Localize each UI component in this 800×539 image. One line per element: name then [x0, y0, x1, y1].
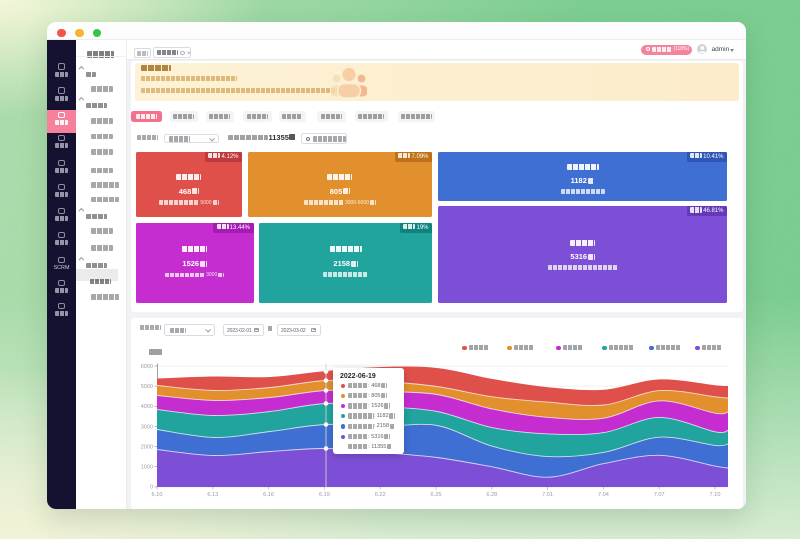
svg-text:7.07: 7.07: [654, 492, 665, 498]
svg-text:5000: 5000: [141, 383, 153, 389]
svg-text:0: 0: [150, 484, 153, 490]
svg-text:6.28: 6.28: [486, 492, 497, 498]
svg-text:2000: 2000: [141, 444, 153, 450]
svg-text:7.04: 7.04: [598, 492, 609, 498]
svg-text:1000: 1000: [141, 464, 153, 470]
svg-text:6.16: 6.16: [263, 492, 274, 498]
svg-text:6000: 6000: [141, 363, 153, 369]
svg-text:3000: 3000: [141, 424, 153, 430]
svg-text:4000: 4000: [141, 404, 153, 410]
svg-text:7.01: 7.01: [542, 492, 553, 498]
svg-text:6.13: 6.13: [207, 492, 218, 498]
svg-text:6.25: 6.25: [431, 492, 442, 498]
svg-text:7.10: 7.10: [710, 492, 721, 498]
svg-text:6.22: 6.22: [375, 492, 386, 498]
svg-text:6.19: 6.19: [319, 492, 330, 498]
svg-text:6.10: 6.10: [152, 492, 163, 498]
